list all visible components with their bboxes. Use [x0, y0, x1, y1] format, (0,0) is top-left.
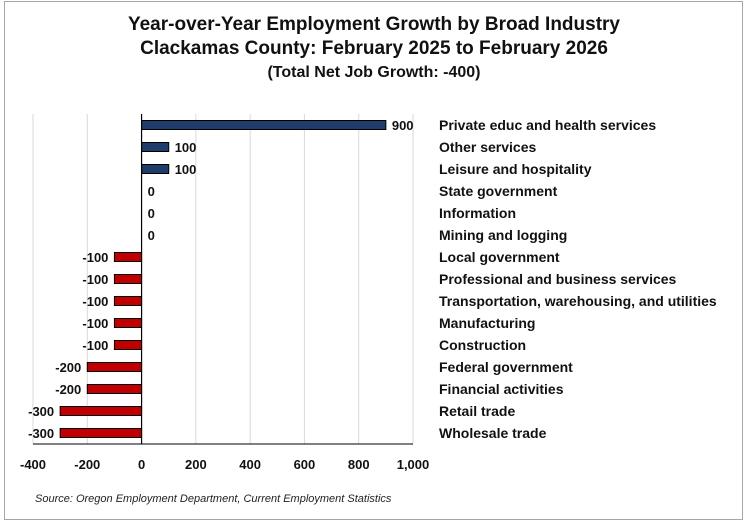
x-tick-label: 800 [348, 457, 370, 472]
category-label: Financial activities [439, 381, 564, 397]
bar [141, 142, 170, 152]
category-label: Construction [439, 337, 526, 353]
category-label: Mining and logging [439, 227, 567, 243]
bar [113, 252, 143, 262]
category-label: Information [439, 205, 516, 221]
x-tick-label: 600 [294, 457, 316, 472]
chart-subtitle: Clackamas County: February 2025 to Febru… [140, 38, 608, 59]
bar [113, 274, 143, 284]
category-label: State government [439, 183, 558, 199]
data-label: -100 [82, 294, 108, 309]
data-label: 100 [175, 162, 197, 177]
chart-title: Year-over-Year Employment Growth by Broa… [127, 14, 620, 35]
data-label: -200 [55, 360, 81, 375]
category-label: Professional and business services [439, 271, 677, 287]
bar [141, 120, 387, 130]
chart-subtitle-total: (Total Net Job Growth: -400) [267, 64, 481, 81]
bar [59, 406, 143, 416]
x-tick-label: 200 [185, 457, 207, 472]
data-label: -100 [82, 250, 108, 265]
data-label: -100 [82, 272, 108, 287]
category-label: Retail trade [439, 403, 515, 419]
data-label: -300 [28, 404, 54, 419]
category-label: Transportation, warehousing, and utiliti… [439, 293, 717, 309]
category-label: Local government [439, 249, 560, 265]
source-note: Source: Oregon Employment Department, Cu… [35, 493, 392, 505]
bar [113, 318, 143, 328]
data-label: -200 [55, 382, 81, 397]
bar [86, 384, 143, 394]
axes [33, 114, 413, 445]
category-label: Private educ and health services [439, 117, 656, 133]
category-label: Leisure and hospitality [439, 161, 592, 177]
data-label: 100 [175, 140, 197, 155]
gridlines [32, 114, 414, 444]
x-tick-label: -400 [20, 457, 46, 472]
data-label: 0 [148, 228, 155, 243]
data-label: 0 [148, 206, 155, 221]
data-label: 900 [392, 118, 414, 133]
bars [59, 120, 387, 438]
category-label: Wholesale trade [439, 425, 547, 441]
x-tick-label: 1,000 [397, 457, 430, 472]
labels: -400 -200 0 200 400 600 800 1,000 900 Private edu… [20, 117, 717, 472]
x-tick-label: 400 [239, 457, 261, 472]
bar [113, 296, 143, 306]
data-label: -300 [28, 426, 54, 441]
data-label: -100 [82, 338, 108, 353]
category-label: Federal government [439, 359, 573, 375]
x-tick-label: -200 [74, 457, 100, 472]
chart-frame [4, 1, 743, 520]
bar [141, 164, 170, 174]
bar [86, 362, 143, 372]
data-label: -100 [82, 316, 108, 331]
category-label: Manufacturing [439, 315, 535, 331]
bar [113, 340, 143, 350]
category-label: Other services [439, 139, 536, 155]
x-tick-label: 0 [138, 457, 145, 472]
data-label: 0 [148, 184, 155, 199]
bar [59, 428, 143, 438]
